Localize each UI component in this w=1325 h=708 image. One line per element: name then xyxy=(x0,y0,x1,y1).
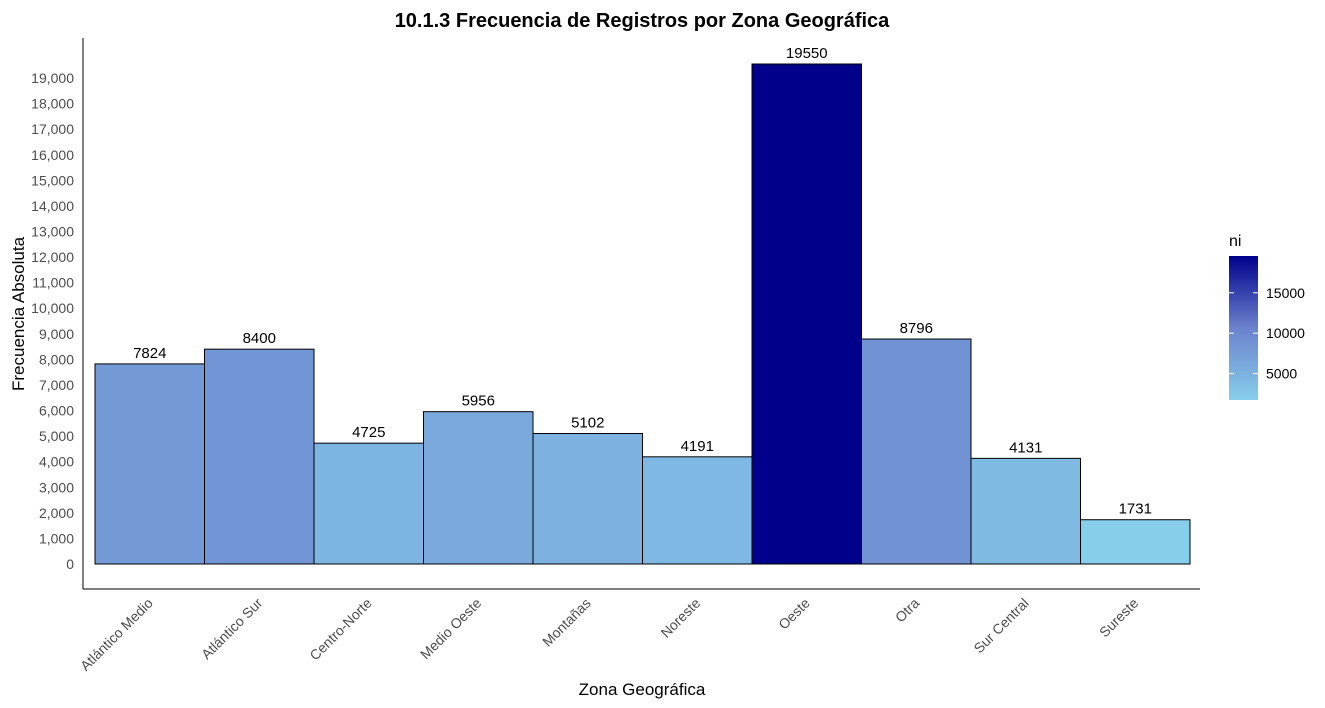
y-tick-label: 8,000 xyxy=(39,351,74,367)
y-tick-label: 3,000 xyxy=(39,479,74,495)
y-tick-label: 17,000 xyxy=(31,121,74,137)
y-tick-label: 5,000 xyxy=(39,428,74,444)
y-tick-label: 15,000 xyxy=(31,172,74,188)
y-axis-title: Frecuencia Absoluta xyxy=(9,236,28,391)
y-tick-label: 12,000 xyxy=(31,249,74,265)
y-tick-label: 11,000 xyxy=(32,275,74,291)
bar xyxy=(423,411,534,565)
data-label: 19550 xyxy=(786,45,828,62)
y-tick-label: 7,000 xyxy=(39,377,74,393)
x-axis-ticks: Atlántico Medio Atlántico Sur Centro-Norte… xyxy=(77,595,1142,674)
x-tick-label: Centro-Norte xyxy=(306,595,375,664)
bar xyxy=(642,456,753,565)
legend-title: ni xyxy=(1229,233,1241,250)
data-label: 4131 xyxy=(1009,439,1042,456)
x-tick-label: Sureste xyxy=(1096,595,1142,641)
y-tick-label: 0 xyxy=(66,556,74,572)
x-tick-label: Oeste xyxy=(775,595,813,633)
bar xyxy=(970,457,1081,565)
y-tick-label: 19,000 xyxy=(31,70,74,86)
data-label: 8796 xyxy=(900,320,933,337)
bar xyxy=(532,433,643,565)
y-tick-label: 13,000 xyxy=(31,224,74,240)
y-tick-label: 16,000 xyxy=(31,147,74,163)
x-axis-title: Zona Geográfica xyxy=(579,680,706,699)
y-tick-label: 9,000 xyxy=(39,326,74,342)
x-tick-label: Medio Oeste xyxy=(417,595,485,663)
x-tick-label: Noreste xyxy=(657,595,703,641)
y-axis-ticks: 0 1,000 2,000 3,000 4,000 5,000 6,000 7,000 8,00… xyxy=(31,70,74,572)
chart-title: 10.1.3 Frecuencia de Registros por Zona … xyxy=(395,10,890,32)
y-tick-label: 6,000 xyxy=(39,403,74,419)
data-label: 8400 xyxy=(243,330,276,347)
legend-tick-label: 15000 xyxy=(1266,285,1305,301)
color-legend: ni 5000 10000 15000 xyxy=(1229,233,1305,400)
y-tick-label: 14,000 xyxy=(31,198,74,214)
data-label: 4191 xyxy=(681,438,714,455)
data-label: 1731 xyxy=(1119,501,1152,518)
bar xyxy=(94,363,205,565)
data-label: 7824 xyxy=(133,345,166,362)
y-tick-label: 2,000 xyxy=(39,505,74,521)
x-tick-label: Montañas xyxy=(539,595,594,650)
bar xyxy=(1080,519,1191,565)
data-label: 5956 xyxy=(462,393,495,410)
legend-tick-label: 10000 xyxy=(1266,325,1305,341)
legend-colorbar xyxy=(1229,256,1258,400)
bar xyxy=(204,348,315,565)
x-tick-label: Atlántico Medio xyxy=(77,595,156,674)
x-tick-label: Otra xyxy=(892,595,923,626)
y-tick-label: 4,000 xyxy=(39,454,74,470)
bar xyxy=(751,63,862,565)
legend-tick-label: 5000 xyxy=(1266,366,1297,382)
x-tick-label: Atlántico Sur xyxy=(198,595,266,663)
data-label: 4725 xyxy=(352,424,385,441)
data-label: 5102 xyxy=(571,415,604,432)
bar xyxy=(313,442,424,565)
bars xyxy=(94,63,1191,565)
x-tick-label: Sur Central xyxy=(970,595,1031,656)
y-tick-label: 18,000 xyxy=(31,96,74,112)
y-tick-label: 10,000 xyxy=(31,300,74,316)
legend-ticks: 5000 10000 15000 xyxy=(1229,285,1305,382)
bar xyxy=(861,338,972,565)
y-tick-label: 1,000 xyxy=(39,530,74,546)
data-labels: 7824 8400 4725 5956 5102 4191 19550 8796 4131 173… xyxy=(133,45,1152,518)
